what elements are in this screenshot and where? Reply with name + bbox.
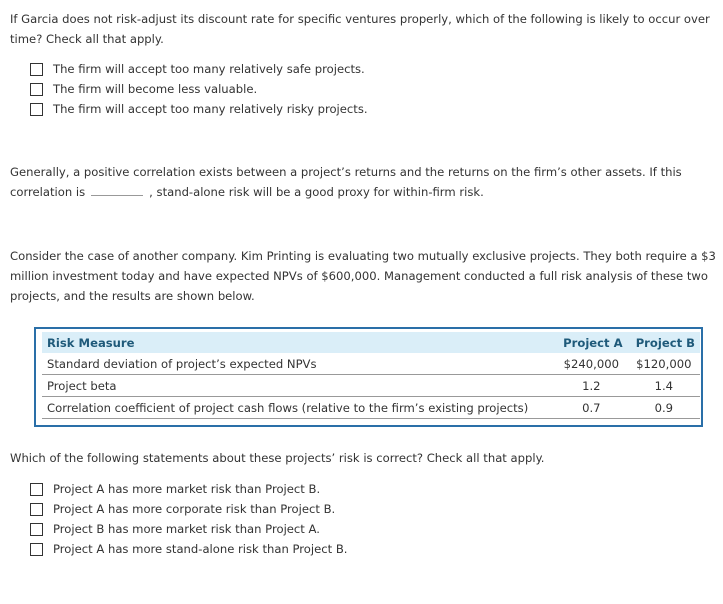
cell: 0.7 [555,396,628,419]
question-4-options: Project A has more market risk than Proj… [30,479,347,559]
question-2-after: , stand-alone risk will be a good proxy … [149,185,484,199]
cell: Project beta [42,374,556,397]
table-header-row: Risk Measure Project A Project B [42,332,700,353]
option[interactable]: The firm will become less valuable. [30,79,368,99]
checkbox[interactable] [30,482,43,496]
question-4-text: Which of the following statements about … [10,451,545,465]
option-label: Project A has more market risk than Proj… [53,482,321,496]
option[interactable]: Project A has more stand-alone risk than… [30,539,347,559]
risk-table: Risk Measure Project A Project B Standar… [34,327,703,427]
option-label: Project B has more market risk than Proj… [53,522,320,536]
option[interactable]: Project A has more market risk than Proj… [30,479,347,499]
option[interactable]: Project A has more corporate risk than P… [30,499,347,519]
header-project-b: Project B [627,332,700,353]
header-project-a: Project A [555,332,628,353]
option-label: Project A has more stand-alone risk than… [53,542,348,556]
question-2-text: Generally, a positive correlation exists… [10,162,722,202]
option-label: The firm will become less valuable. [53,82,258,96]
question-2-before: Generally, a positive correlation exists… [10,165,682,199]
table-row: Project beta 1.2 1.4 [42,374,700,397]
option[interactable]: The firm will accept too many relatively… [30,99,368,119]
cell: 1.4 [627,374,700,397]
checkbox[interactable] [30,82,43,96]
checkbox[interactable] [30,62,43,76]
cell: Correlation coefficient of project cash … [42,396,556,419]
cell: $120,000 [627,353,700,375]
option[interactable]: The firm will accept too many relatively… [30,59,368,79]
checkbox[interactable] [30,522,43,536]
option-label: Project A has more corporate risk than P… [53,502,336,516]
option[interactable]: Project B has more market risk than Proj… [30,519,347,539]
question-1-text: If Garcia does not risk-adjust its disco… [10,12,710,46]
header-risk-measure: Risk Measure [42,332,556,353]
checkbox[interactable] [30,542,43,556]
cell: 0.9 [627,396,700,419]
checkbox[interactable] [30,502,43,516]
question-1-options: The firm will accept too many relatively… [30,59,368,119]
cell: 1.2 [555,374,628,397]
option-label: The firm will accept too many relatively… [53,62,365,76]
cell: $240,000 [555,353,628,375]
checkbox[interactable] [30,102,43,116]
answer-blank-dropdown[interactable] [91,183,144,196]
cell: Standard deviation of project’s expected… [42,353,556,375]
option-label: The firm will accept too many relatively… [53,102,368,116]
table-row: Correlation coefficient of project cash … [42,396,700,419]
table-row: Standard deviation of project’s expected… [42,353,700,375]
question-3-text: Consider the case of another company. Ki… [10,249,716,303]
